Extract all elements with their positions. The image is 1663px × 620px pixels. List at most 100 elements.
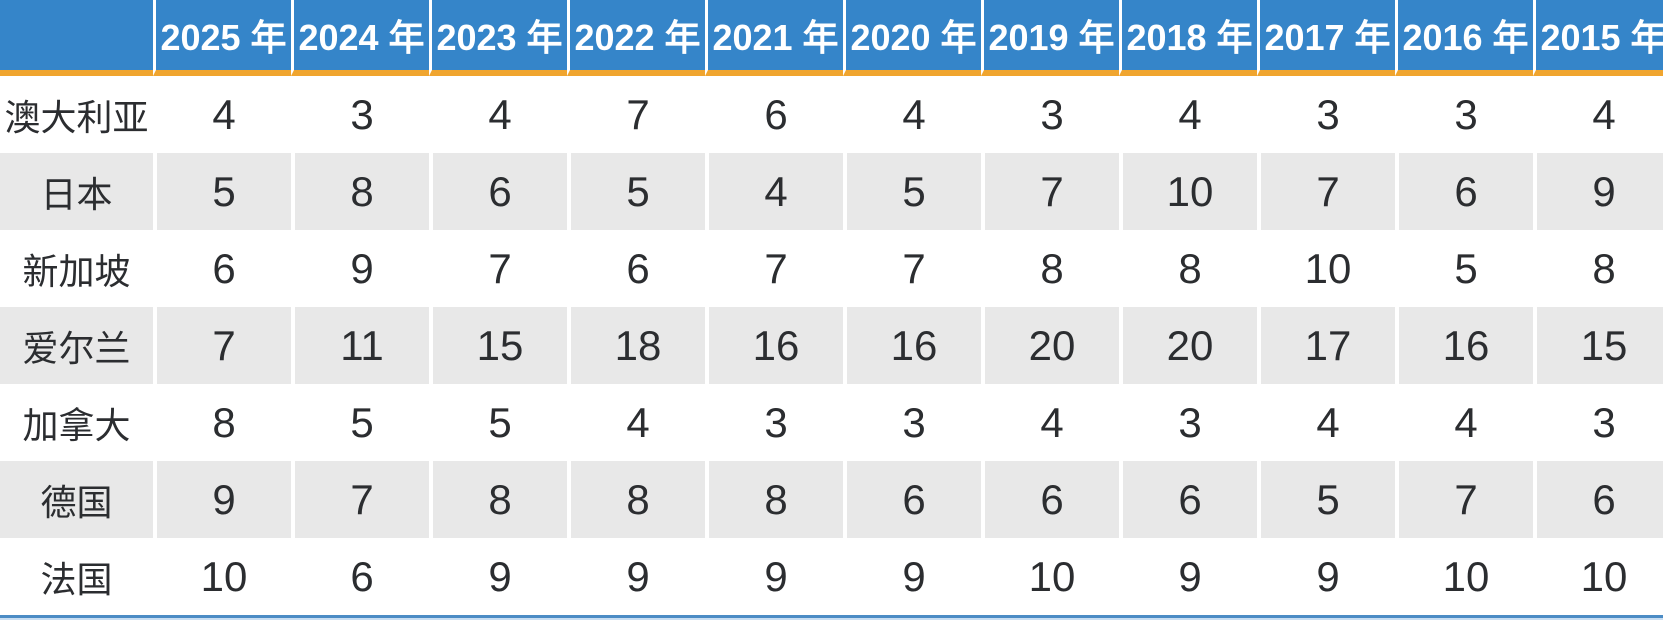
rank-value-cell: 16 xyxy=(1395,307,1533,384)
row-label: 法国 xyxy=(0,538,153,615)
rank-value-cell: 3 xyxy=(981,76,1119,153)
rank-value-cell: 8 xyxy=(153,384,291,461)
rank-value-cell: 4 xyxy=(1533,76,1663,153)
rank-value-cell: 4 xyxy=(567,384,705,461)
rank-value-cell: 3 xyxy=(1257,76,1395,153)
rank-value-cell: 7 xyxy=(153,307,291,384)
rank-value-cell: 4 xyxy=(1119,76,1257,153)
rank-value-cell: 9 xyxy=(291,230,429,307)
table-row: 爱尔兰 7 11 15 18 16 16 20 20 17 16 15 xyxy=(0,307,1663,384)
rank-value-cell: 3 xyxy=(1119,384,1257,461)
rank-value-cell: 8 xyxy=(567,461,705,538)
rank-value-cell: 9 xyxy=(153,461,291,538)
rank-value-cell: 5 xyxy=(429,384,567,461)
rank-value-cell: 6 xyxy=(705,76,843,153)
rank-value-cell: 4 xyxy=(1395,384,1533,461)
rank-value-cell: 10 xyxy=(1395,538,1533,615)
rank-value-cell: 5 xyxy=(153,153,291,230)
year-column-header: 2019 年 xyxy=(981,0,1119,76)
rank-value-cell: 8 xyxy=(1533,230,1663,307)
table-row: 澳大利亚 4 3 4 7 6 4 3 4 3 3 4 xyxy=(0,76,1663,153)
rank-value-cell: 10 xyxy=(1257,230,1395,307)
rank-value-cell: 7 xyxy=(1395,461,1533,538)
rank-value-cell: 9 xyxy=(567,538,705,615)
rank-value-cell: 6 xyxy=(843,461,981,538)
rank-value-cell: 4 xyxy=(429,76,567,153)
year-column-header: 2015 年 xyxy=(1533,0,1663,76)
rank-value-cell: 3 xyxy=(291,76,429,153)
rank-value-cell: 10 xyxy=(981,538,1119,615)
rank-value-cell: 7 xyxy=(981,153,1119,230)
rank-value-cell: 16 xyxy=(705,307,843,384)
rank-value-cell: 6 xyxy=(1119,461,1257,538)
row-label: 日本 xyxy=(0,153,153,230)
rank-value-cell: 9 xyxy=(705,538,843,615)
table-row: 新加坡 6 9 7 6 7 7 8 8 10 5 8 xyxy=(0,230,1663,307)
year-column-header: 2020 年 xyxy=(843,0,981,76)
rank-value-cell: 8 xyxy=(291,153,429,230)
rank-value-cell: 6 xyxy=(1533,461,1663,538)
table-row: 日本 5 8 6 5 4 5 7 10 7 6 9 xyxy=(0,153,1663,230)
year-column-header: 2018 年 xyxy=(1119,0,1257,76)
rank-value-cell: 6 xyxy=(981,461,1119,538)
rank-value-cell: 4 xyxy=(153,76,291,153)
rank-value-cell: 15 xyxy=(1533,307,1663,384)
row-label: 爱尔兰 xyxy=(0,307,153,384)
rank-value-cell: 7 xyxy=(843,230,981,307)
rank-value-cell: 8 xyxy=(981,230,1119,307)
year-column-header: 2021 年 xyxy=(705,0,843,76)
year-column-header: 2024 年 xyxy=(291,0,429,76)
header-row: 2025 年 2024 年 2023 年 2022 年 2021 年 2020 年 2019… xyxy=(0,0,1663,76)
rank-value-cell: 7 xyxy=(429,230,567,307)
table-row: 德国 9 7 8 8 8 6 6 6 5 7 6 xyxy=(0,461,1663,538)
rank-value-cell: 16 xyxy=(843,307,981,384)
year-column-header: 2016 年 xyxy=(1395,0,1533,76)
rank-value-cell: 7 xyxy=(567,76,705,153)
row-label: 新加坡 xyxy=(0,230,153,307)
rank-value-cell: 10 xyxy=(1119,153,1257,230)
rank-value-cell: 3 xyxy=(1395,76,1533,153)
rank-value-cell: 5 xyxy=(291,384,429,461)
rank-value-cell: 10 xyxy=(153,538,291,615)
rank-value-cell: 8 xyxy=(1119,230,1257,307)
rank-value-cell: 7 xyxy=(291,461,429,538)
table-bottom-border-glow xyxy=(0,618,1663,620)
rank-value-cell: 10 xyxy=(1533,538,1663,615)
rank-value-cell: 9 xyxy=(1119,538,1257,615)
rank-value-cell: 7 xyxy=(1257,153,1395,230)
rank-value-cell: 11 xyxy=(291,307,429,384)
rank-value-cell: 9 xyxy=(1533,153,1663,230)
year-column-header: 2023 年 xyxy=(429,0,567,76)
rank-value-cell: 5 xyxy=(567,153,705,230)
table-bottom-border xyxy=(0,615,1663,618)
corner-header-cell xyxy=(0,0,153,76)
rank-value-cell: 7 xyxy=(705,230,843,307)
rank-value-cell: 4 xyxy=(843,76,981,153)
row-label: 澳大利亚 xyxy=(0,76,153,153)
row-label: 德国 xyxy=(0,461,153,538)
rank-value-cell: 4 xyxy=(981,384,1119,461)
rank-value-cell: 20 xyxy=(981,307,1119,384)
rank-value-cell: 20 xyxy=(1119,307,1257,384)
rank-value-cell: 4 xyxy=(705,153,843,230)
rank-value-cell: 17 xyxy=(1257,307,1395,384)
rank-value-cell: 6 xyxy=(1395,153,1533,230)
rank-value-cell: 5 xyxy=(1395,230,1533,307)
year-column-header: 2025 年 xyxy=(153,0,291,76)
rank-value-cell: 9 xyxy=(1257,538,1395,615)
table-row: 加拿大 8 5 5 4 3 3 4 3 4 4 3 xyxy=(0,384,1663,461)
rank-value-cell: 3 xyxy=(843,384,981,461)
rank-value-cell: 8 xyxy=(705,461,843,538)
rank-value-cell: 9 xyxy=(429,538,567,615)
rank-value-cell: 9 xyxy=(843,538,981,615)
rank-value-cell: 8 xyxy=(429,461,567,538)
rank-value-cell: 6 xyxy=(153,230,291,307)
rank-value-cell: 5 xyxy=(843,153,981,230)
rank-value-cell: 5 xyxy=(1257,461,1395,538)
rank-value-cell: 3 xyxy=(705,384,843,461)
rank-value-cell: 18 xyxy=(567,307,705,384)
rank-value-cell: 4 xyxy=(1257,384,1395,461)
year-column-header: 2022 年 xyxy=(567,0,705,76)
